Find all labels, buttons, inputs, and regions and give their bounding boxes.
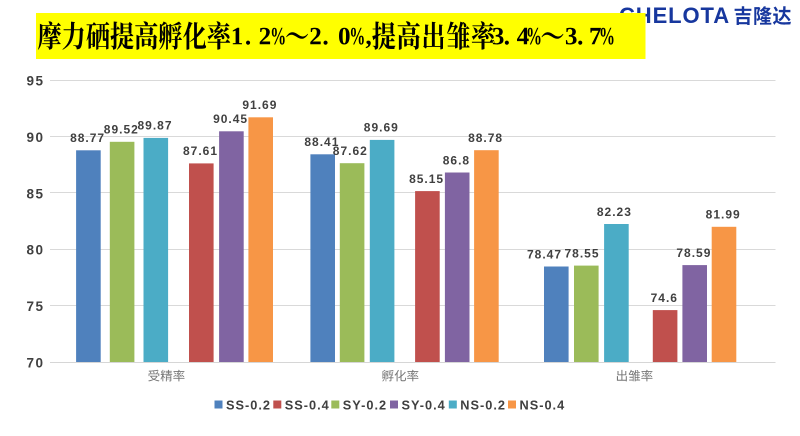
svg-text:NS-0.4: NS-0.4 xyxy=(520,397,566,412)
svg-text:78.47: 78.47 xyxy=(527,247,562,261)
svg-text:88.78: 88.78 xyxy=(468,131,503,145)
svg-text:70: 70 xyxy=(26,356,44,371)
svg-text:90: 90 xyxy=(26,130,44,145)
svg-text:87.62: 87.62 xyxy=(333,144,368,158)
svg-text:82.23: 82.23 xyxy=(597,205,632,219)
svg-text:87.61: 87.61 xyxy=(183,144,218,158)
svg-text:88.77: 88.77 xyxy=(70,131,105,145)
svg-text:SY-0.4: SY-0.4 xyxy=(402,397,446,412)
svg-text:SS-0.4: SS-0.4 xyxy=(285,397,330,412)
svg-text:NS-0.2: NS-0.2 xyxy=(460,397,506,412)
svg-text:86.8: 86.8 xyxy=(443,153,470,167)
svg-text:SS-0.2: SS-0.2 xyxy=(226,397,271,412)
svg-text:95: 95 xyxy=(26,74,44,89)
svg-text:85: 85 xyxy=(26,186,44,201)
svg-text:91.69: 91.69 xyxy=(242,98,277,112)
svg-text:SY-0.2: SY-0.2 xyxy=(343,397,387,412)
svg-text:89.69: 89.69 xyxy=(364,121,399,135)
svg-text:74.6: 74.6 xyxy=(651,291,678,305)
svg-text:78.59: 78.59 xyxy=(676,246,711,260)
svg-text:90.45: 90.45 xyxy=(213,112,248,126)
svg-text:89.52: 89.52 xyxy=(104,123,139,137)
svg-text:81.99: 81.99 xyxy=(706,208,741,222)
svg-text:88.41: 88.41 xyxy=(304,135,339,149)
svg-text:85.15: 85.15 xyxy=(409,172,444,186)
svg-text:89.87: 89.87 xyxy=(137,119,172,133)
svg-text:78.55: 78.55 xyxy=(564,246,599,260)
svg-text:75: 75 xyxy=(26,299,44,314)
svg-text:80: 80 xyxy=(26,243,44,258)
